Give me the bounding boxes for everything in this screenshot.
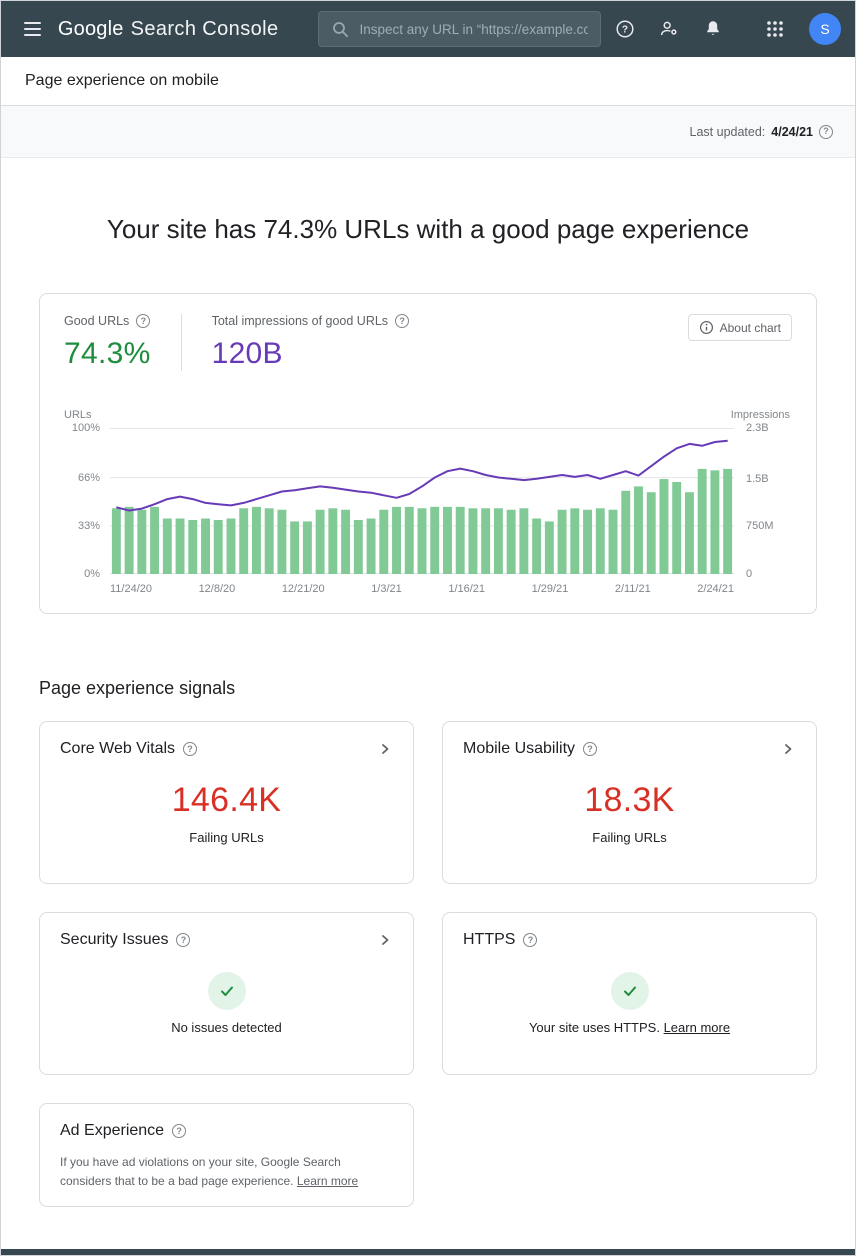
impressions-help-icon[interactable]: ? xyxy=(395,314,410,328)
user-settings-icon[interactable] xyxy=(651,11,687,47)
experience-chart: URLs Impressions 100% 66% 33% 0% 2.3B 1.5B 75… xyxy=(64,409,792,595)
left-axis-title: URLs xyxy=(64,409,92,421)
check-circle-icon xyxy=(610,972,649,1010)
help-icon[interactable]: ? xyxy=(607,11,643,47)
card-title: Core Web Vitals xyxy=(60,740,176,757)
last-updated-help-icon[interactable]: ? xyxy=(819,124,833,139)
avatar[interactable]: S xyxy=(809,13,841,45)
chevron-right-icon[interactable] xyxy=(377,932,393,948)
https-learn-more-link[interactable]: Learn more xyxy=(663,1020,731,1035)
chart-card: Good URLs ? 74.3% Total impressions of g… xyxy=(39,293,817,614)
search-icon xyxy=(331,20,349,38)
signals-grid: Core Web Vitals ? 146.4K Failing URLs Mo… xyxy=(39,721,817,1208)
impressions-label: Total impressions of good URLs xyxy=(211,314,389,328)
core-web-vitals-help-icon[interactable]: ? xyxy=(183,742,198,756)
hero-summary-title: Your site has 74.3% URLs with a good pag… xyxy=(106,214,750,244)
logo-google-text: Google xyxy=(57,17,124,40)
card-core-web-vitals[interactable]: Core Web Vitals ? 146.4K Failing URLs xyxy=(39,721,414,884)
chevron-right-icon[interactable] xyxy=(780,741,796,757)
impressions-value: 120B xyxy=(211,337,283,370)
card-title: HTTPS xyxy=(463,931,516,948)
good-urls-help-icon[interactable]: ? xyxy=(136,314,151,328)
apps-grid-icon[interactable] xyxy=(757,11,793,47)
failing-urls-count: 146.4K xyxy=(171,780,282,819)
https-help-icon[interactable]: ? xyxy=(523,933,538,947)
header-actions: ? xyxy=(607,11,841,47)
card-title: Mobile Usability xyxy=(463,740,576,757)
card-https: HTTPS ? Your site uses HTTPS. Learn more xyxy=(442,912,817,1075)
card-security-issues[interactable]: Security Issues ? No issues detected xyxy=(39,912,414,1075)
failing-urls-caption: Failing URLs xyxy=(592,829,667,845)
ad-experience-description: If you have ad violations on your site, … xyxy=(60,1155,359,1188)
app-logo: Google Search Console xyxy=(58,18,279,41)
metric-divider xyxy=(180,314,182,371)
chevron-right-icon[interactable] xyxy=(377,741,393,757)
x-axis-ticks: 11/24/20 12/8/20 12/21/20 1/3/21 1/16/21 1/29… xyxy=(110,583,734,595)
chart-card-header: Good URLs ? 74.3% Total impressions of g… xyxy=(64,314,792,371)
about-chart-label: About chart xyxy=(719,320,781,335)
left-axis-ticks: 100% 66% 33% 0% xyxy=(71,422,100,580)
https-caption: Your site uses HTTPS. Learn more xyxy=(528,1020,731,1035)
chart-plot-area[interactable] xyxy=(110,428,734,574)
right-axis-title: Impressions xyxy=(730,409,790,421)
status-bar: Last updated: 4/24/21 ? xyxy=(1,106,855,158)
logo-product-text: Search Console xyxy=(130,17,279,40)
card-title: Security Issues xyxy=(60,931,169,948)
check-circle-icon xyxy=(207,972,246,1010)
info-icon xyxy=(699,320,713,335)
url-inspection-searchbox[interactable] xyxy=(318,11,601,47)
search-input[interactable] xyxy=(359,21,588,37)
last-updated-date: 4/24/21 xyxy=(771,124,813,139)
breadcrumb: Page experience on mobile xyxy=(1,57,855,106)
good-urls-label: Good URLs xyxy=(64,314,130,328)
notifications-bell-icon[interactable] xyxy=(695,11,731,47)
signals-section-title: Page experience signals xyxy=(39,678,236,698)
failing-urls-caption: Failing URLs xyxy=(189,829,264,845)
hamburger-menu-button[interactable] xyxy=(15,10,50,48)
footer-bar xyxy=(1,1249,855,1255)
failing-urls-count: 18.3K xyxy=(584,780,675,819)
avatar-letter: S xyxy=(820,21,830,37)
right-axis-ticks: 2.3B 1.5B 750M 0 xyxy=(746,422,774,580)
good-urls-value: 74.3% xyxy=(64,337,151,370)
last-updated-label: Last updated: xyxy=(689,124,766,139)
card-title: Ad Experience xyxy=(60,1122,165,1139)
mobile-usability-help-icon[interactable]: ? xyxy=(583,742,598,756)
impressions-metric: Total impressions of good URLs ? 120B xyxy=(212,314,439,371)
security-issues-help-icon[interactable]: ? xyxy=(176,933,191,947)
card-mobile-usability[interactable]: Mobile Usability ? 18.3K Failing URLs xyxy=(442,721,817,884)
ad-experience-learn-more-link[interactable]: Learn more xyxy=(296,1173,359,1188)
ad-experience-help-icon[interactable]: ? xyxy=(172,1124,187,1138)
good-urls-metric: Good URLs ? 74.3% xyxy=(64,314,181,371)
app-header: Google Search Console ? xyxy=(1,1,855,57)
card-ad-experience: Ad Experience ? If you have ad violation… xyxy=(39,1103,414,1208)
no-issues-caption: No issues detected xyxy=(171,1020,282,1035)
about-chart-button[interactable]: About chart xyxy=(687,314,792,341)
svg-text:?: ? xyxy=(622,25,628,36)
page-title: Page experience on mobile xyxy=(25,72,219,89)
